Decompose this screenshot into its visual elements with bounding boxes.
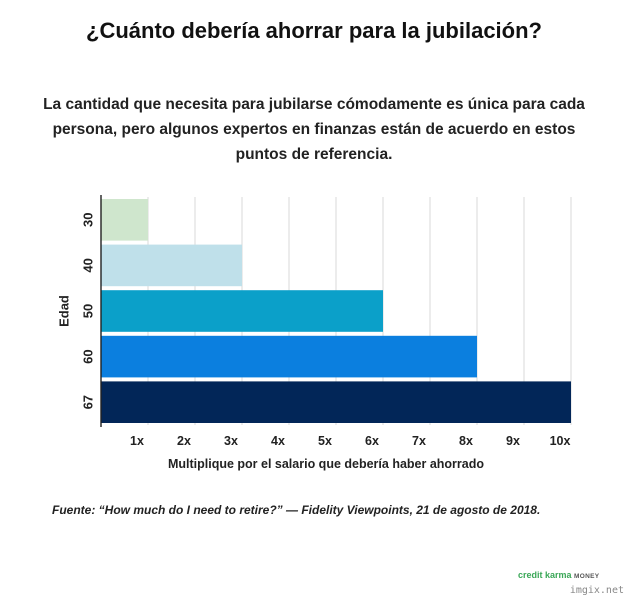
x-tick-label: 4x (271, 434, 285, 448)
x-tick-label: 1x (130, 434, 144, 448)
bar-60 (101, 335, 477, 378)
watermark: imgix.net (569, 585, 624, 596)
category-label: 40 (81, 258, 96, 272)
logo-suffix: MONEY (574, 573, 600, 580)
x-tick-label: 9x (506, 434, 520, 448)
chart-title: ¿Cuánto debería ahorrar para la jubilaci… (86, 18, 542, 43)
category-label: 67 (81, 395, 96, 409)
x-tick-label: 6x (365, 434, 379, 448)
x-axis-title: Multiplique por el salario que debería h… (168, 457, 484, 471)
x-tick-label: 3x (224, 434, 238, 448)
credit-karma-logo: credit karma MONEY (518, 570, 599, 580)
bar-chart: 30 40 50 60 67 1x 2x 3x 4x 5x 6x 7x 8x 9x 10x Multipliq… (57, 195, 572, 471)
category-label: 50 (81, 304, 96, 318)
x-tick-label: 10x (550, 434, 571, 448)
logo-brand: credit karma (518, 570, 572, 580)
x-tick-label: 8x (459, 434, 473, 448)
category-label: 60 (81, 349, 96, 363)
x-tick-label: 5x (318, 434, 332, 448)
x-tick-label: 2x (177, 434, 191, 448)
bar-40 (101, 244, 242, 287)
chart-subtitle: La cantidad que necesita para jubilarse … (43, 96, 585, 163)
category-label: 30 (81, 213, 96, 227)
x-tick-label: 7x (412, 434, 426, 448)
y-axis-title: Edad (57, 295, 72, 327)
bar-30 (101, 199, 148, 241)
bar-67 (101, 381, 571, 423)
source-note: Fuente: “How much do I need to retire?” … (52, 503, 541, 517)
bar-50 (101, 290, 383, 332)
